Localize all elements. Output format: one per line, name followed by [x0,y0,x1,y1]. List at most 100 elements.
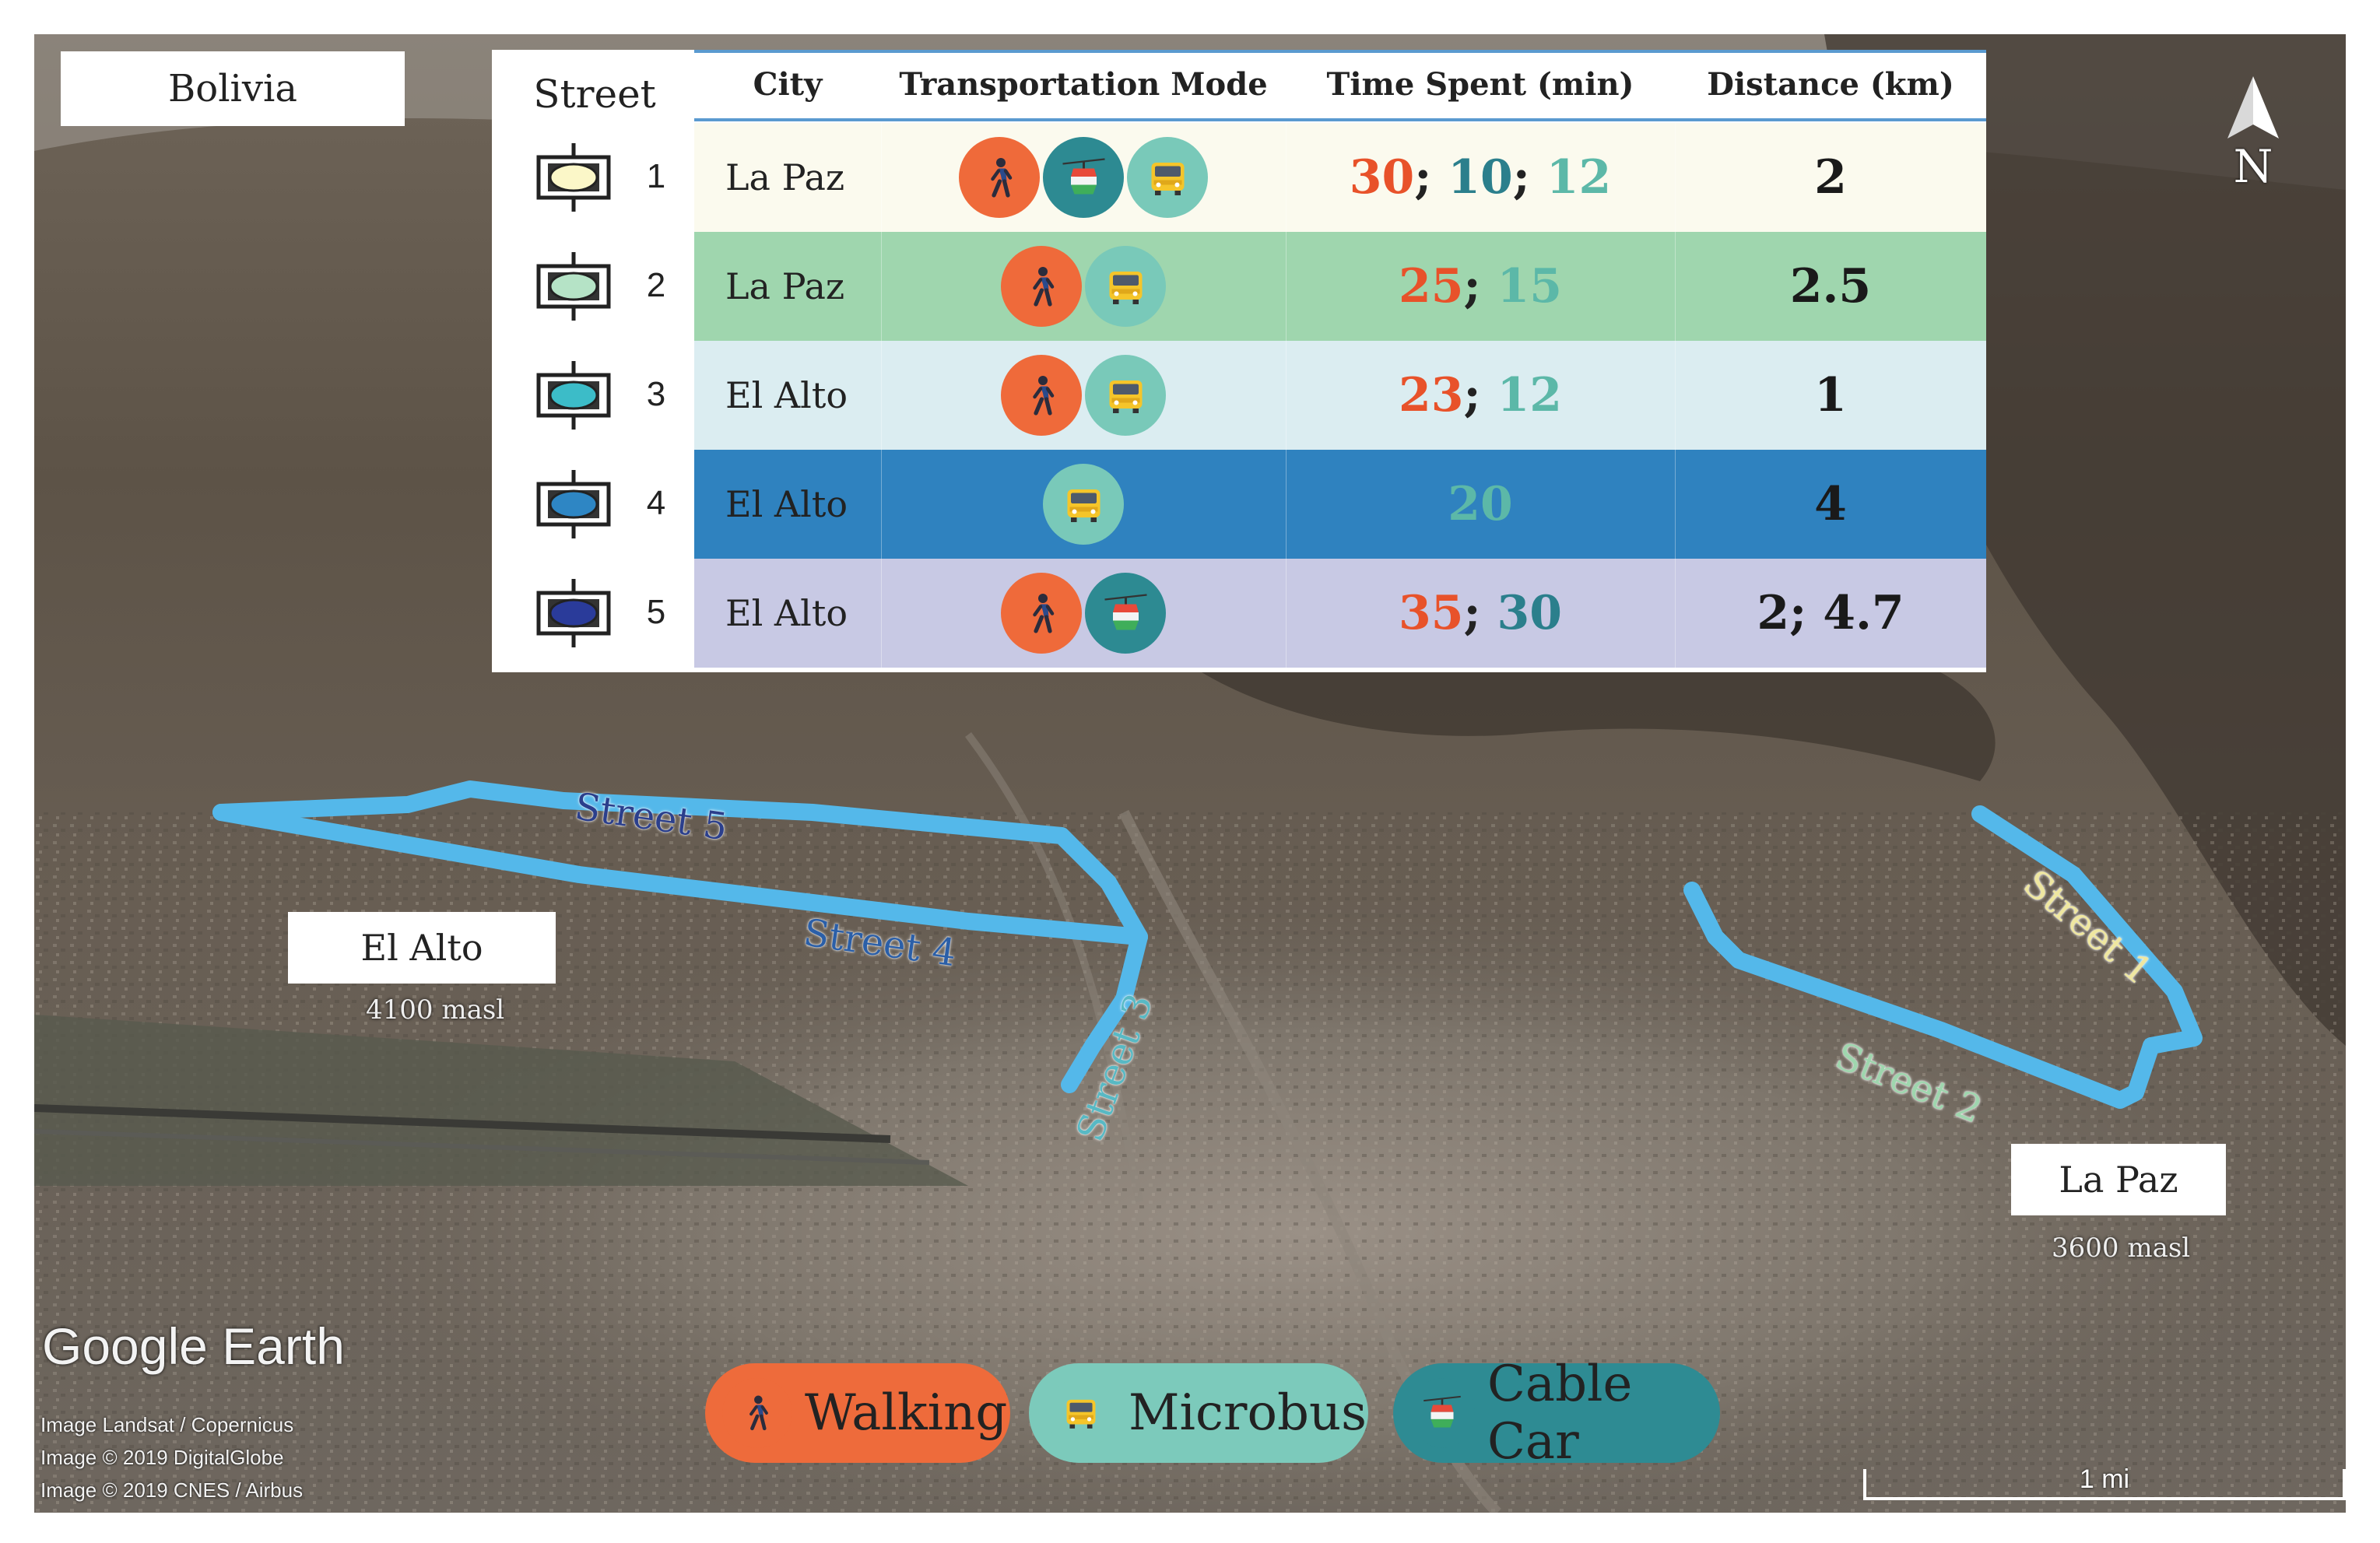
mode-cell [881,232,1286,341]
street-number: 4 [646,484,666,522]
microbus-icon [1046,1378,1116,1448]
time-value: 25 [1398,259,1464,314]
legend-microbus: Microbus [1029,1363,1368,1463]
mode-cell [881,123,1286,232]
time-value: 12 [1546,150,1612,205]
time-value: 30 [1349,150,1415,205]
distance-cell: 1 [1814,368,1847,423]
country-label: Bolivia [61,51,405,126]
header-city: City [753,65,823,103]
legend-walking: Walking [705,1363,1010,1463]
distance-cell: 2.5 [1789,259,1872,314]
mode-cell [881,559,1286,668]
walking-glyph [749,1395,768,1431]
microbus-glyph [1067,489,1100,522]
legend-cable-car: Cable Car [1393,1355,1720,1471]
microbus-icon [1085,355,1166,436]
street-symbol-icon [536,143,611,212]
walking-glyph [990,157,1012,198]
elevation-la-paz: 3600 masl [2052,1233,2191,1264]
table-row: La Paz 30; 10; 12 2 [694,123,1986,232]
city-cell: La Paz [725,156,845,198]
walking-icon [959,137,1040,218]
city-cell: La Paz [725,265,845,307]
cable-car-icon [1410,1378,1475,1448]
cable-car-icon [1043,137,1124,218]
cablecar-glyph [1423,1395,1462,1428]
street-symbol-icon [536,470,611,538]
city-cell: El Alto [725,374,848,416]
attribution-3: Image © 2019 CNES / Airbus [40,1478,304,1502]
walking-icon [1001,355,1082,436]
legend-cable-car-label: Cable Car [1487,1355,1633,1471]
time-cell: 23; 12 [1398,368,1563,423]
legend-microbus-label: Microbus [1129,1384,1367,1442]
route-street-4[interactable] [212,804,1148,945]
table-row: El Alto 20 4 [694,450,1986,559]
street-number: 3 [646,375,666,413]
cablecar-glyph [1104,593,1147,629]
transport-table: Street City Transportation Mode Time Spe… [492,50,1986,672]
route-street-3[interactable] [1061,928,1148,1093]
walking-glyph [1032,593,1054,633]
distance-cell: 2; 4.7 [1757,586,1904,640]
north-arrow: N [2218,72,2288,193]
time-value: 12 [1497,368,1563,423]
microbus-icon [1085,246,1166,327]
time-value: 15 [1497,259,1563,314]
scale-label: 1 mi [2079,1464,2130,1494]
cable-car-icon [1085,573,1166,654]
route-street-2[interactable] [1683,882,2160,1109]
walking-icon [1001,573,1082,654]
walking-icon [1001,246,1082,327]
street-symbol-icon [536,361,611,430]
north-label: N [2233,140,2273,193]
street-number: 2 [646,266,666,304]
time-cell: 30; 10; 12 [1349,150,1612,205]
city-cell: El Alto [725,483,848,525]
route-street-1[interactable] [1971,805,2203,1054]
time-value: 30 [1497,586,1563,640]
microbus-glyph [1109,380,1142,413]
microbus-glyph [1151,162,1184,195]
microbus-icon [1043,464,1124,545]
walking-icon [722,1378,792,1448]
header-transportation-mode: Transportation Mode [899,65,1268,103]
distance-cell: 4 [1814,477,1847,531]
microbus-glyph [1109,271,1142,304]
walking-glyph [1032,266,1054,307]
time-value: 10 [1448,150,1513,205]
time-value: 23 [1398,368,1464,423]
time-cell: 35; 30 [1398,586,1563,640]
attribution-2: Image © 2019 DigitalGlobe [40,1446,284,1469]
microbus-glyph [1066,1399,1096,1429]
legend-walking-label: Walking [805,1384,1008,1442]
cablecar-glyph [1062,157,1105,194]
table-row: La Paz 25; 15 2.5 [694,232,1986,341]
street-number: 5 [646,593,666,631]
mode-cell [881,341,1286,450]
scale-bar: 1 mi [1863,1464,2346,1502]
place-label-la-paz: La Paz [2011,1144,2226,1215]
place-label-el-alto: El Alto [288,912,556,984]
table-row: El Alto 23; 12 1 [694,341,1986,450]
time-cell: 25; 15 [1398,259,1563,314]
street-number: 1 [646,157,666,195]
elevation-el-alto: 4100 masl [366,994,505,1026]
street-symbol-icon [536,579,611,647]
time-value: 35 [1398,586,1464,640]
street-header: Street [533,72,656,117]
street-symbol-icon [536,252,611,321]
header-time-spent: Time Spent (min) [1326,65,1634,103]
walking-glyph [1032,375,1054,416]
mode-cell [881,450,1286,559]
city-cell: El Alto [725,592,848,634]
table-row: El Alto 35; 30 2; 4.7 [694,559,1986,668]
distance-cell: 2 [1814,150,1847,205]
route-street-5[interactable] [212,780,1148,945]
attribution-1: Image Landsat / Copernicus [40,1413,294,1436]
header-distance: Distance (km) [1707,65,1954,103]
google-earth-logo: Google Earth [42,1317,345,1375]
routes-overlay [212,780,2203,1109]
time-value: 20 [1448,477,1513,531]
